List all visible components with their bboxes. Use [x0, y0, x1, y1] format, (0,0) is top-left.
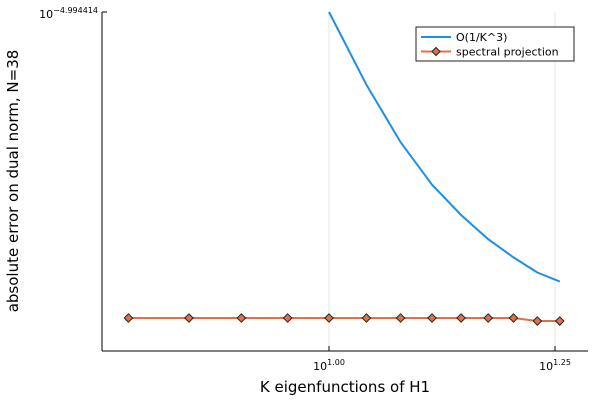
x-tick-label: 101.25	[539, 358, 571, 373]
x-axis-label: K eigenfunctions of H1	[260, 378, 430, 396]
data-point	[483, 313, 494, 323]
legend: O(1/K^3) spectral projection	[415, 26, 575, 62]
data-point	[456, 313, 467, 323]
data-point	[236, 313, 247, 323]
legend-marker	[431, 46, 441, 57]
data-point	[184, 313, 194, 323]
data-point	[554, 316, 565, 326]
ticks: 101.00 101.25 10−4.994414	[39, 6, 571, 373]
data-point	[427, 313, 437, 323]
data-point	[508, 313, 519, 323]
series-line-1	[328, 11, 561, 283]
y-tick-label: 10−4.994414	[39, 6, 98, 21]
y-axis-label: absolute error on dual norm, N=38	[4, 50, 22, 313]
data-point	[123, 313, 134, 323]
axes	[101, 12, 588, 352]
data-point	[361, 313, 372, 323]
data-point	[395, 313, 406, 323]
legend-label-1: O(1/K^3)	[456, 31, 507, 44]
legend-box	[415, 26, 575, 62]
series-layer	[123, 11, 565, 326]
legend-label-2: spectral projection	[456, 46, 559, 59]
x-tick-label: 101.00	[313, 358, 345, 373]
data-point	[532, 316, 543, 326]
data-point	[324, 313, 334, 323]
grid	[328, 12, 556, 351]
data-point	[282, 313, 293, 323]
